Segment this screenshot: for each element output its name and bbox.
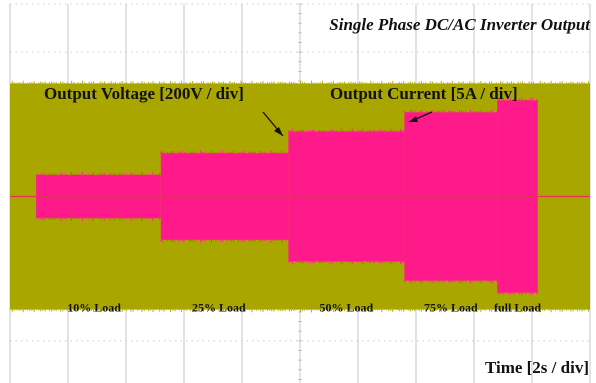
load-label: 10% Load (67, 301, 121, 315)
load-labels: 10% Load 25% Load 50% Load 75% Load full Loa… (67, 301, 541, 315)
chart-title: Single Phase DC/AC Inverter Output (329, 15, 591, 34)
current-envelope-edge (160, 150, 289, 243)
current-series-label: Output Voltage [200V / div] (44, 84, 244, 103)
load-label: 75% Load (424, 301, 478, 315)
load-label: 25% Load (192, 301, 246, 315)
voltage-envelope-edge (9, 80, 590, 313)
load-label: full Load (494, 301, 541, 315)
current-envelope-edge (403, 109, 498, 284)
load-label: 50% Load (320, 301, 374, 315)
current-label-arrow (262, 111, 284, 137)
x-axis-label: Time [2s / div] (485, 358, 589, 377)
voltage-series-label: Output Current [5A / div] (330, 84, 518, 103)
voltage-label-arrow (408, 111, 433, 123)
current-envelope-edge (35, 172, 160, 221)
